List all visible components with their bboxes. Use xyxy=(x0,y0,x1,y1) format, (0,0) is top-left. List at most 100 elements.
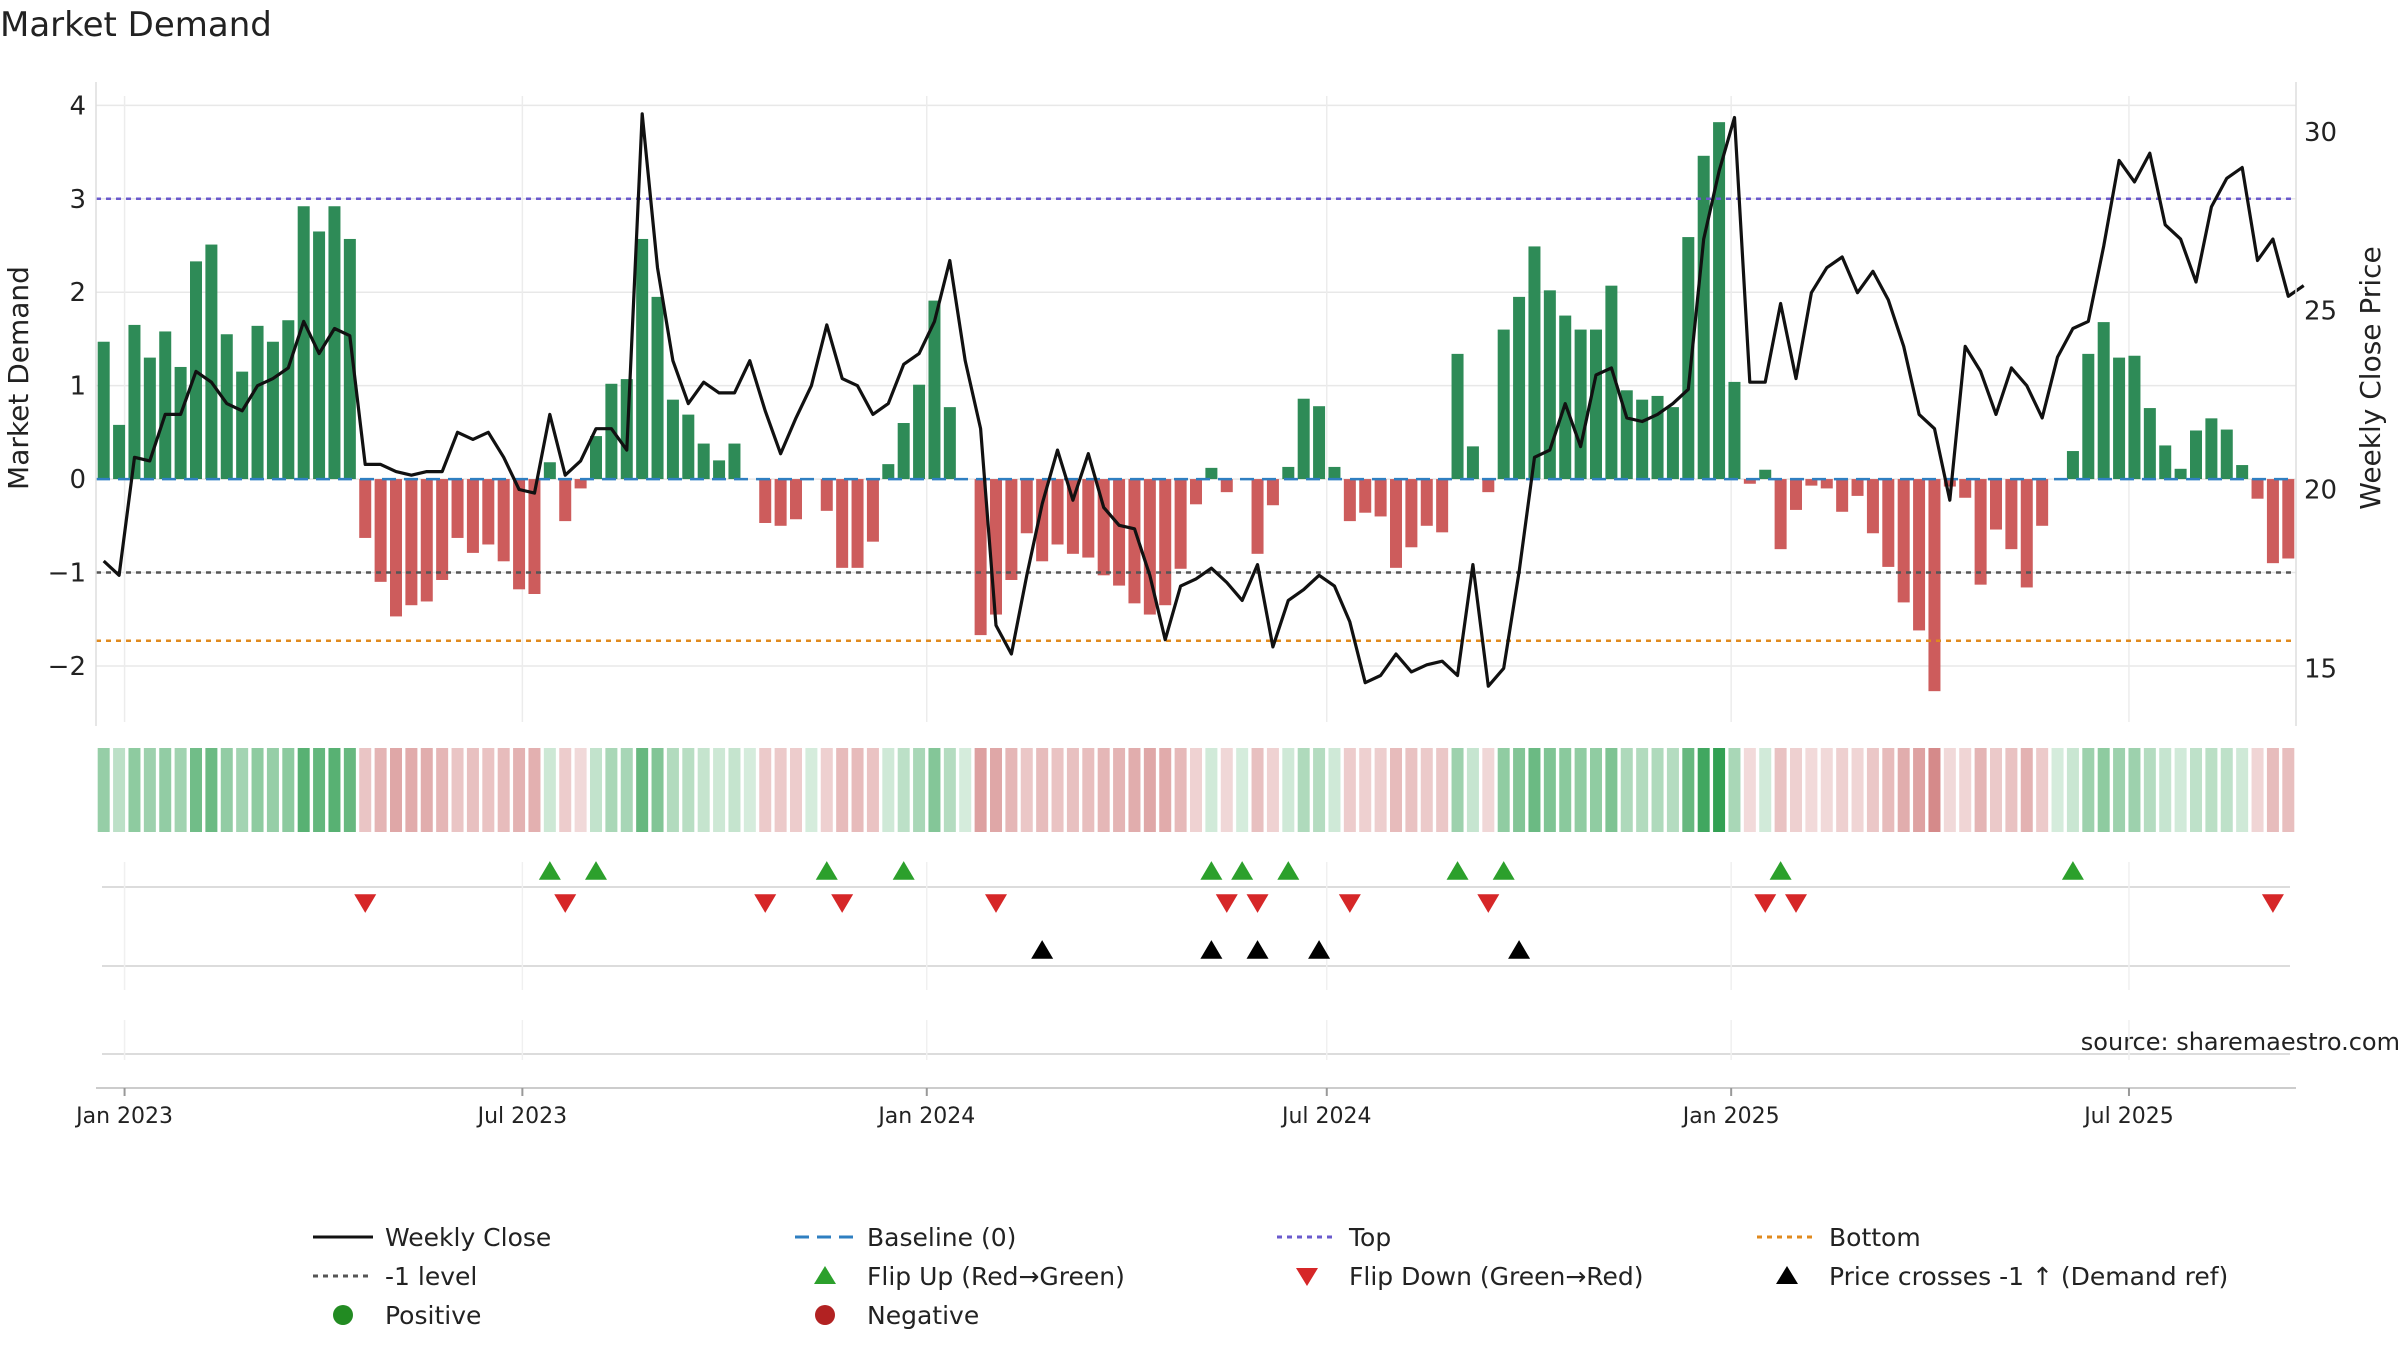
demand-bar-positive xyxy=(1328,466,1341,480)
heat-cell xyxy=(1482,748,1495,832)
heat-cell xyxy=(713,748,726,832)
demand-bar-negative xyxy=(1143,479,1156,615)
heat-cell xyxy=(313,748,326,832)
x-tick-label: Jan 2024 xyxy=(876,1104,975,1129)
demand-bar-positive xyxy=(1497,329,1510,480)
demand-bar-negative xyxy=(1913,479,1926,631)
heat-cell xyxy=(1990,748,2002,832)
demand-bar-positive xyxy=(1282,466,1295,480)
y-axis-label: Market Demand xyxy=(2,266,35,490)
legend-swatch-dot xyxy=(333,1305,353,1325)
demand-bar-positive xyxy=(1466,446,1479,480)
heat-cell xyxy=(1836,748,1849,832)
heat-cell xyxy=(1805,748,1818,832)
heat-cell xyxy=(2174,748,2187,832)
heat-cell xyxy=(1513,748,1526,832)
heat-cell xyxy=(2236,748,2249,832)
heat-cell xyxy=(2097,748,2110,832)
heat-cell xyxy=(590,748,602,832)
demand-bar-negative xyxy=(990,479,1002,615)
heat-cell xyxy=(497,748,510,832)
flip-up-marker xyxy=(892,861,915,880)
demand-bar-positive xyxy=(2128,355,2141,480)
demand-bar-negative xyxy=(1190,479,1202,505)
heat-cell xyxy=(97,748,110,832)
heat-cell xyxy=(1205,748,1218,832)
demand-bar-negative xyxy=(1113,479,1126,586)
heat-cell xyxy=(851,748,864,832)
heat-cell xyxy=(390,748,402,832)
heat-cell xyxy=(2005,748,2018,832)
heat-cell xyxy=(636,748,649,832)
heat-cell xyxy=(605,748,618,832)
demand-bar-negative xyxy=(1374,479,1387,517)
legend-label: Flip Up (Red→Green) xyxy=(867,1262,1125,1291)
heat-cell xyxy=(1928,748,1941,832)
demand-bar-positive xyxy=(251,325,264,480)
heat-cell xyxy=(1543,748,1556,832)
heat-cell xyxy=(1313,748,1326,832)
legend-item: Price crosses -1 ↑ (Demand ref) xyxy=(1776,1262,2228,1291)
heat-cell xyxy=(836,748,849,832)
heat-cell xyxy=(1959,748,1972,832)
reference-levels xyxy=(96,197,2296,642)
heat-cell xyxy=(374,748,387,832)
demand-bar-positive xyxy=(1559,315,1572,480)
heat-cell xyxy=(759,748,772,832)
demand-bar-negative xyxy=(851,479,864,568)
flip-down-marker xyxy=(554,894,577,913)
legend-label: Weekly Close xyxy=(385,1223,551,1252)
demand-bar-positive xyxy=(1590,329,1602,480)
demand-bar-negative xyxy=(559,479,572,522)
demand-bar-negative xyxy=(482,479,495,545)
demand-bar-positive xyxy=(543,462,556,480)
legend-item: -1 level xyxy=(313,1262,477,1291)
heat-cell xyxy=(2082,748,2095,832)
heat-cell xyxy=(1066,748,1079,832)
legend-item: Bottom xyxy=(1757,1223,1921,1252)
flip-down-marker xyxy=(985,894,1007,913)
demand-bar-positive xyxy=(205,244,218,480)
heat-cell xyxy=(1620,748,1633,832)
heat-cell xyxy=(1128,748,1141,832)
demand-bar-positive xyxy=(1682,237,1695,480)
demand-bar-positive xyxy=(1451,353,1464,480)
flip-up-marker xyxy=(815,861,838,880)
legend-item: Weekly Close xyxy=(313,1223,551,1252)
demand-bar-positive xyxy=(728,443,741,480)
heat-cell xyxy=(236,748,249,832)
demand-bar-positive xyxy=(2220,429,2233,480)
legend-label: Baseline (0) xyxy=(867,1223,1016,1252)
demand-bar-negative xyxy=(974,479,987,636)
heat-cell xyxy=(2266,748,2279,832)
heat-cell xyxy=(420,748,433,832)
heat-cell xyxy=(1774,748,1787,832)
heat-cell xyxy=(1943,748,1956,832)
demand-bar-negative xyxy=(1405,479,1418,548)
heat-cell xyxy=(1190,748,1202,832)
demand-bar-positive xyxy=(1528,246,1541,480)
flip-up-marker xyxy=(1492,861,1515,880)
x-tick-label: Jul 2024 xyxy=(1280,1104,1372,1129)
heat-cell xyxy=(1728,748,1741,832)
demand-bar-positive xyxy=(266,341,279,480)
price-cross-marker xyxy=(1508,940,1531,959)
heat-cell xyxy=(190,748,202,832)
heat-cell xyxy=(1020,748,1033,832)
heat-cell xyxy=(574,748,587,832)
demand-bar-positive xyxy=(174,366,187,480)
heat-cell xyxy=(1297,748,1310,832)
demand-bar-positive xyxy=(1297,398,1310,480)
price-cross-marker xyxy=(1200,940,1223,959)
demand-bar-negative xyxy=(774,479,787,526)
demand-bar-positive xyxy=(343,238,356,480)
demand-bar-positive xyxy=(1759,469,1772,480)
demand-bar-positive xyxy=(1666,407,1679,480)
flip-up-marker xyxy=(1231,861,1254,880)
heat-cell xyxy=(1220,748,1233,832)
flip-down-marker xyxy=(1477,894,1500,913)
demand-bar-positive xyxy=(882,464,895,480)
x-tick-label: Jan 2023 xyxy=(74,1104,173,1129)
legend-swatch-triangle-up xyxy=(814,1266,836,1284)
